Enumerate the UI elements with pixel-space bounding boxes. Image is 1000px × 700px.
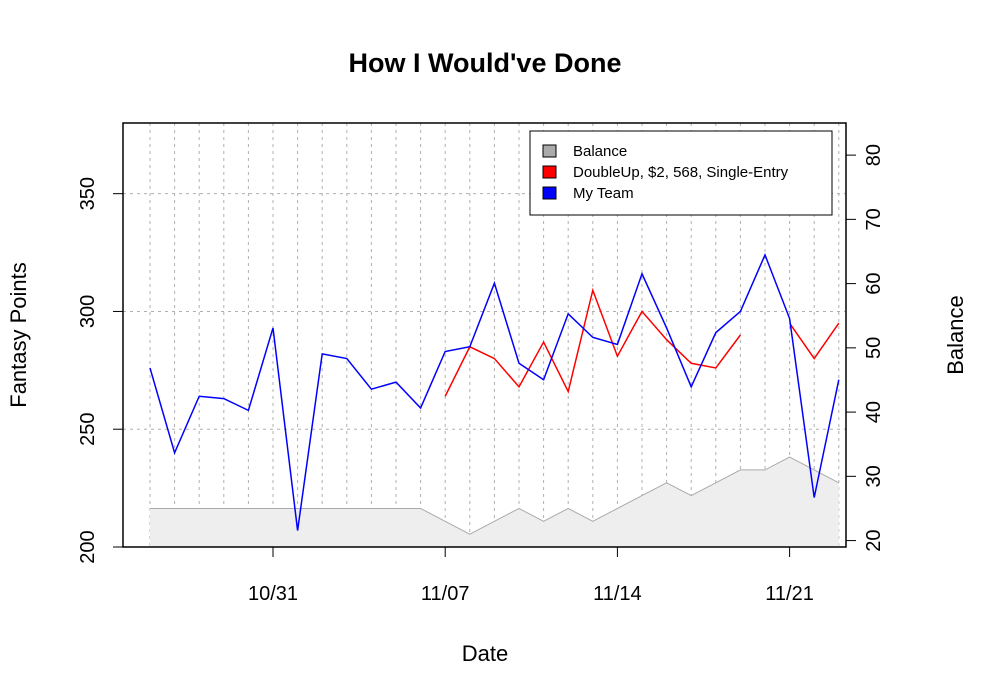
y2-tick-label: 80	[863, 144, 885, 166]
legend-entry: My Team	[573, 185, 634, 202]
y2-tick-label: 60	[863, 272, 885, 294]
axes: 200 250 300 350 20 30 40 50 60 70 80 10/31 11/07 11/1…	[77, 144, 885, 605]
legend-entry: Balance	[573, 143, 627, 160]
legend-swatch	[542, 144, 557, 158]
doubleup-line	[788, 322, 840, 360]
y-axis-label: Fantasy Points	[6, 262, 31, 408]
legend-entry: DoubleUp, $2, 568, Single-Entry	[573, 164, 789, 181]
balance-line	[150, 456, 840, 535]
legend-swatch	[542, 186, 557, 200]
chart-title: How I Would've Done	[349, 48, 622, 78]
x-tick-label: 11/14	[593, 583, 642, 605]
y2-tick-label: 70	[863, 208, 885, 230]
y2-tick-label: 20	[863, 529, 885, 551]
y2-axis-label: Balance	[943, 295, 968, 375]
x-axis-label: Date	[462, 641, 508, 666]
y2-tick-label: 30	[863, 465, 885, 487]
plot-frame	[122, 122, 847, 548]
balance-area	[150, 457, 839, 547]
x-tick-label: 10/31	[248, 583, 298, 605]
legend-swatch	[542, 165, 557, 179]
series-group	[149, 252, 840, 547]
y-tick-label: 350	[77, 177, 99, 210]
y2-tick-label: 50	[863, 337, 885, 359]
x-tick-label: 11/21	[765, 583, 814, 605]
legend: Balance DoubleUp, $2, 568, Single-Entry My…	[529, 130, 833, 216]
y-tick-label: 250	[77, 413, 99, 446]
legend-box	[529, 130, 833, 216]
y-tick-label: 300	[77, 295, 99, 328]
my-team-line	[149, 252, 840, 531]
doubleup-line	[444, 287, 742, 397]
y2-tick-label: 40	[863, 401, 885, 423]
y-tick-label: 200	[77, 530, 99, 563]
x-tick-label: 11/07	[421, 583, 470, 605]
